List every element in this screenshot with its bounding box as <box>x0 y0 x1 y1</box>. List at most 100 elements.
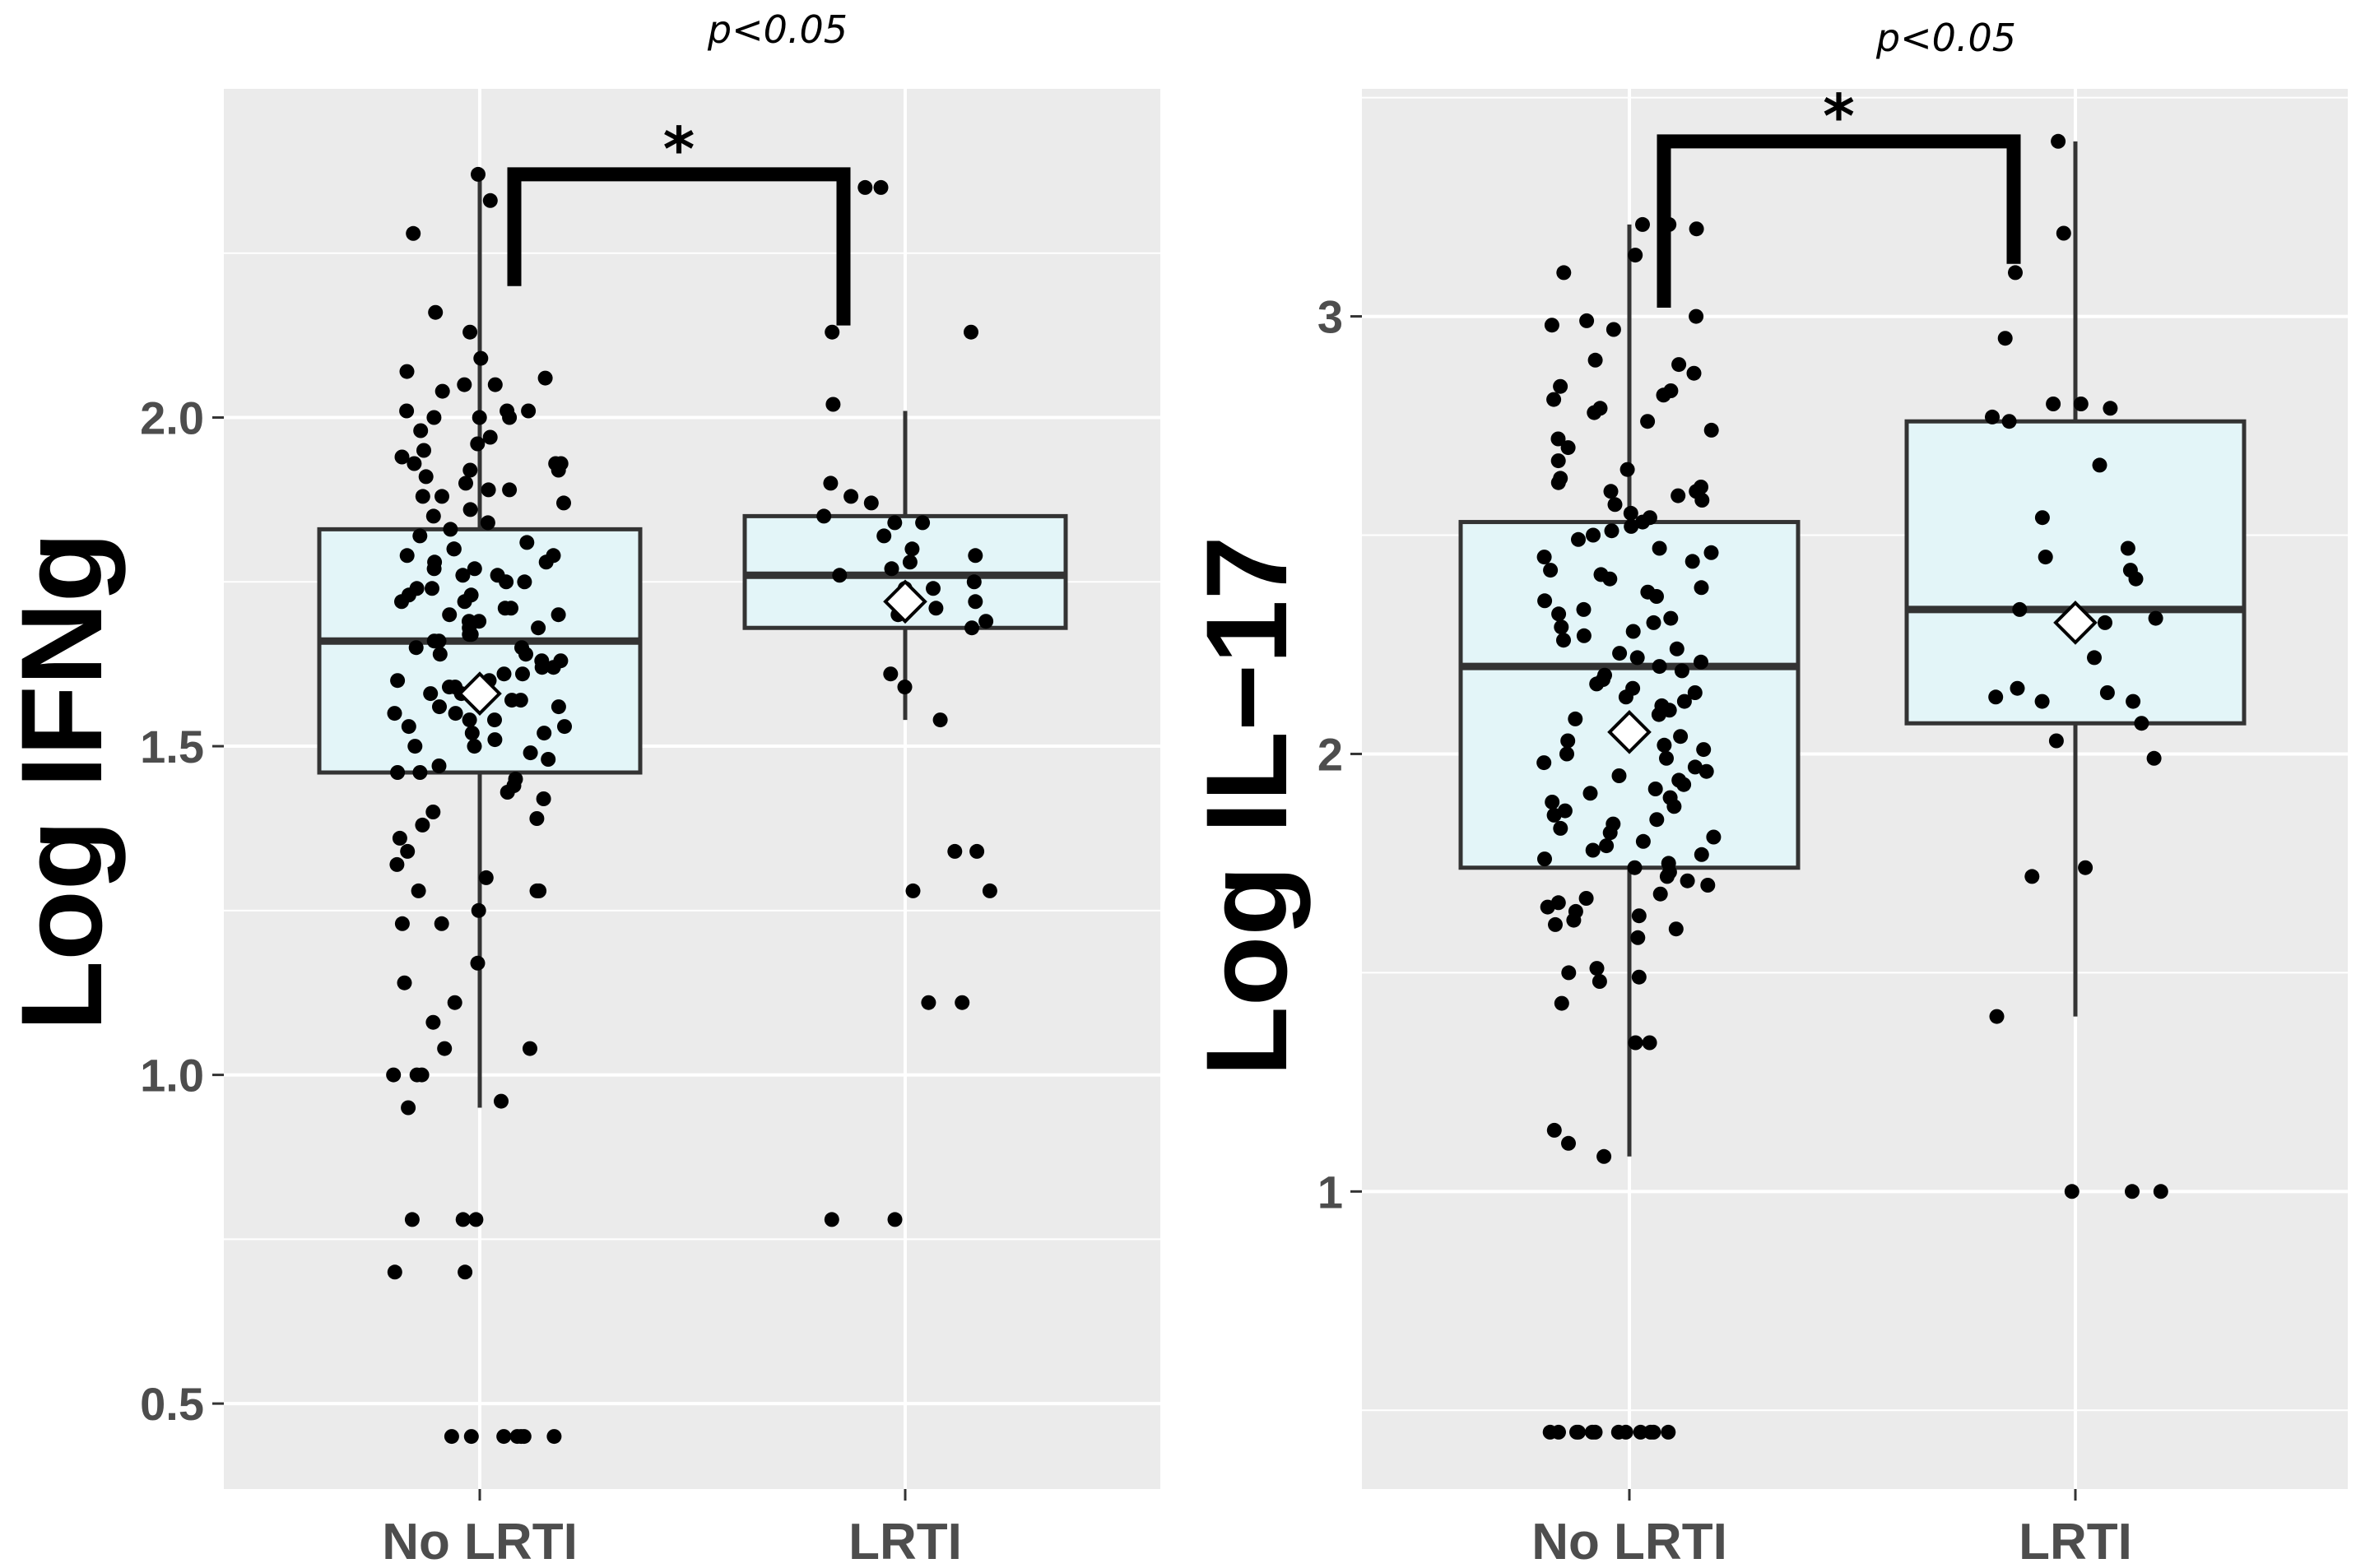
il17-no-lrti-point-95 <box>1546 807 1562 823</box>
ifng-no-lrti-point-119 <box>411 883 426 898</box>
ifng-no-lrti-point-92 <box>487 712 502 728</box>
ifng-no-lrti-point-100 <box>407 739 423 754</box>
il17-no-lrti-point-100 <box>1706 829 1722 845</box>
ifng-lrti-point-5 <box>823 476 839 491</box>
il17-no-lrti-point-96 <box>1649 812 1665 828</box>
il17-no-lrti-point-115 <box>1540 899 1555 915</box>
ifng-lrti-point-7 <box>863 495 879 511</box>
il17-no-lrti-point-88 <box>1676 777 1692 792</box>
ifng-lrti-point-34 <box>887 1212 903 1227</box>
ifng-no-lrti-point-25 <box>462 462 478 478</box>
ifng-no-lrti-point-99 <box>467 739 482 754</box>
il17-no-lrti-point-54 <box>1554 619 1569 635</box>
il17-lrti-point-1 <box>2056 225 2071 241</box>
il17-lrti-point-20 <box>2099 685 2115 700</box>
ifng-lrti-point-20 <box>968 594 983 610</box>
ifng-no-lrti-point-47 <box>426 561 442 577</box>
il17-no-lrti-point-28 <box>1603 484 1619 499</box>
ifng-significance-star: * <box>663 114 695 185</box>
il17-no-lrti-point-34 <box>1635 514 1651 530</box>
il17-no-lrti-point-46 <box>1694 580 1709 596</box>
ifng-no-lrti-point-41 <box>446 541 462 557</box>
il17-no-lrti-point-86 <box>1611 768 1627 783</box>
ifng-no-lrti-point-79 <box>496 666 512 682</box>
ifng-lrti-point-1 <box>873 179 889 195</box>
il17-no-lrti-point-5 <box>1689 308 1704 324</box>
ifng-plot-points <box>386 166 997 1445</box>
il17-no-lrti-point-74 <box>1568 711 1583 726</box>
il17-no-lrti-point-126 <box>1554 995 1569 1011</box>
ifng-lrti-point-29 <box>969 843 985 859</box>
ifng-lrti-mean-marker <box>883 579 927 624</box>
il17-no-lrti-point-66 <box>1589 676 1605 692</box>
il17-lrti-point-11 <box>2120 540 2135 556</box>
il17-y-tick-label-1: 2 <box>1317 728 1343 780</box>
ifng-y-tick-label-2: 1.5 <box>140 721 204 772</box>
il17-lrti-point-28 <box>2024 869 2040 884</box>
ifng-no-lrti-point-78 <box>515 666 530 682</box>
ifng-no-lrti-point-108 <box>500 785 515 800</box>
ifng-no-lrti-point-59 <box>497 601 513 616</box>
il17-no-lrti-point-73 <box>1651 707 1666 722</box>
ifng-no-lrti-point-72 <box>432 647 448 662</box>
il17-lrti-point-18 <box>2087 650 2102 666</box>
il17-no-lrti-point-120 <box>1668 921 1684 937</box>
il17-no-lrti-point-43 <box>1543 563 1559 578</box>
il17-lrti-point-5 <box>2046 397 2061 411</box>
il17-no-lrti-point-11 <box>1686 365 1702 381</box>
ifng-y-tick-label-3: 2.0 <box>140 392 204 444</box>
ifng-lrti-point-12 <box>904 541 920 557</box>
ifng-no-lrti-point-138 <box>387 1264 402 1280</box>
il17-plot-x-ticks: No LRTI LRTI <box>1531 1489 2132 1568</box>
il17-no-lrti-point-82 <box>1659 750 1674 766</box>
il17-lrti-point-29 <box>1989 1009 2005 1024</box>
ifng-no-lrti-point-121 <box>394 916 410 931</box>
ifng-lrti-point-13 <box>968 548 983 564</box>
ifng-no-lrti-point-2 <box>406 225 421 241</box>
il17-lrti-point-23 <box>2034 694 2050 709</box>
il17-no-lrti-point-113 <box>1578 891 1594 906</box>
il17-no-lrti-point-35 <box>1624 518 1639 534</box>
ifng-significance-bracket <box>507 167 851 326</box>
il17-no-lrti-point-142 <box>1587 1424 1603 1440</box>
ifng-no-lrti-point-10 <box>434 383 450 399</box>
ifng-no-lrti-point-81 <box>390 673 406 689</box>
il17-lrti-point-31 <box>2125 1184 2140 1199</box>
il17-no-lrti-point-22 <box>1550 453 1566 469</box>
il17-no-lrti-point-99 <box>1602 825 1618 841</box>
il17-no-lrti-point-79 <box>1657 737 1672 753</box>
ifng-no-lrti-point-133 <box>401 1100 416 1116</box>
ifng-no-lrti-point-134 <box>455 1212 471 1227</box>
ifng-lrti-point-16 <box>832 568 848 583</box>
il17-no-lrti-point-140 <box>1643 1424 1658 1440</box>
ifng-no-lrti-point-65 <box>531 620 546 636</box>
il17-lrti-point-4 <box>2073 397 2089 411</box>
il17-x-tick-label-0: No LRTI <box>1531 1514 1727 1568</box>
ifng-no-lrti-point-57 <box>457 594 472 610</box>
il17-no-lrti-point-104 <box>1694 847 1709 862</box>
il17-no-lrti-point-105 <box>1537 851 1552 867</box>
ifng-no-lrti-point-113 <box>392 830 407 846</box>
il17-lrti-point-27 <box>2078 860 2093 875</box>
il17-no-lrti-point-57 <box>1556 633 1571 648</box>
il17-plot-points <box>1536 133 2168 1440</box>
ifng-no-lrti-point-135 <box>404 1212 420 1227</box>
il17-lrti-point-10 <box>2034 510 2050 526</box>
il17-no-lrti-point-4 <box>1556 265 1572 281</box>
il17-lrti-point-0 <box>2051 133 2066 149</box>
ifng-lrti-point-28 <box>947 843 963 859</box>
il17-no-lrti-point-31 <box>1607 497 1623 513</box>
ifng-lrti-point-15 <box>884 561 899 577</box>
ifng-no-lrti-point-114 <box>400 843 416 859</box>
il17-no-lrti-point-30 <box>1694 493 1710 508</box>
ifng-lrti-point-23 <box>978 614 994 629</box>
ifng-plot-panel <box>224 89 1160 1489</box>
ifng-no-lrti-point-123 <box>470 955 486 971</box>
ifng-no-lrti-point-89 <box>551 699 566 715</box>
ifng-no-lrti-point-90 <box>387 706 402 721</box>
ifng-no-lrti-point-27 <box>418 469 434 485</box>
il17-no-lrti-point-41 <box>1536 550 1552 565</box>
il17-no-lrti-point-55 <box>1625 624 1641 639</box>
ifng-no-lrti-point-127 <box>437 1041 453 1056</box>
